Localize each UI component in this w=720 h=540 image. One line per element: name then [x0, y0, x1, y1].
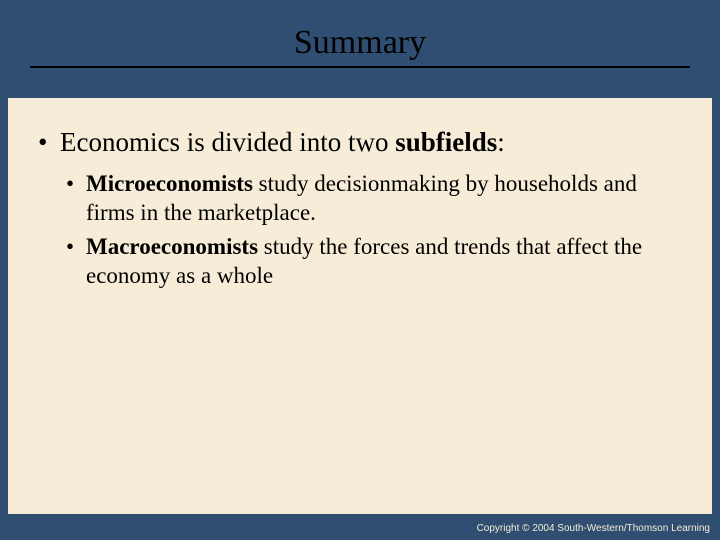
bullet-l2-item: Macroeconomists study the forces and tre… [60, 233, 688, 291]
bullet-l1-text-bold: subfields [395, 127, 497, 157]
bullet-l1-text-suffix: : [497, 127, 505, 157]
bullet-l2b-bold: Macroeconomists [86, 234, 258, 259]
bullet-l2-item: Microeconomists study decisionmaking by … [60, 170, 688, 228]
slide-title: Summary [294, 24, 426, 62]
bullet-l2a-bold: Microeconomists [86, 171, 253, 196]
bullet-list-level2: Microeconomists study decisionmaking by … [60, 170, 688, 291]
title-area: Summary [0, 0, 720, 68]
content-box: Economics is divided into two subfields:… [8, 98, 712, 514]
slide: Summary Economics is divided into two su… [0, 0, 720, 540]
bullet-l1-text-prefix: Economics is divided into two [60, 127, 395, 157]
bullet-l1-item: Economics is divided into two subfields:… [32, 126, 688, 291]
copyright-text: Copyright © 2004 South-Western/Thomson L… [477, 523, 710, 534]
bullet-list-level1: Economics is divided into two subfields:… [32, 126, 688, 291]
title-underline [30, 66, 690, 68]
